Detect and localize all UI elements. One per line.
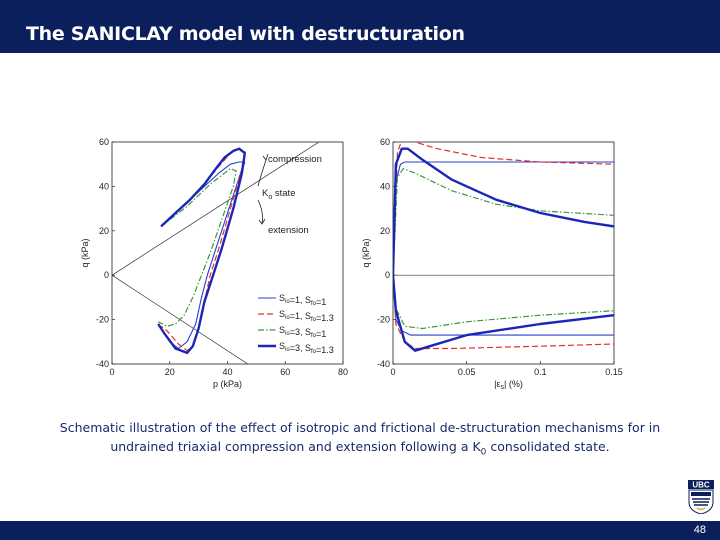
legend-label: Sio=3, Sfo=1	[279, 325, 326, 339]
y-tick-label: 60	[99, 137, 109, 147]
legend-label: Sio=1, Sfo=1	[279, 293, 326, 307]
caption-line-2-sub: 0	[480, 447, 487, 458]
annotation-extension: extension	[268, 225, 309, 236]
annotation-compression: compression	[268, 154, 322, 165]
caption-line-1: Schematic illustration of the effect of …	[59, 420, 661, 435]
plot-area	[393, 142, 614, 352]
y-tick-label: 20	[99, 226, 109, 236]
series-line	[160, 161, 246, 350]
figure: 0 20 40 60 80 60 40 20 0 -20 -40 p (kPa) q (kPa) comp…	[80, 137, 623, 391]
arrow-compression	[257, 159, 267, 187]
y-tick-label: 40	[99, 181, 109, 191]
y-tick-label: -20	[96, 315, 109, 325]
caption-line-2: undrained triaxial compression and exten…	[20, 437, 700, 463]
x-tick-label: 0.05	[458, 367, 476, 377]
arrow-extension	[257, 199, 263, 225]
plot-frame	[392, 141, 615, 365]
x-tick-label: 0.1	[534, 367, 547, 377]
ubc-logo: UBC	[688, 480, 714, 514]
y-tick-label: 60	[380, 137, 390, 147]
x-axis-label: |εs| (%)	[494, 379, 523, 391]
plot-area	[112, 142, 320, 364]
reference-line	[112, 142, 320, 276]
caption: Schematic illustration of the effect of …	[20, 418, 700, 463]
series-line	[393, 147, 614, 276]
caption-line-2-pre: undrained triaxial compression and exten…	[110, 439, 481, 454]
y-tick-label: 0	[385, 270, 390, 280]
y-tick-label: 40	[380, 181, 390, 191]
reference-line	[112, 274, 249, 364]
title-bar: The SANICLAY model with destructuration	[0, 5, 720, 53]
slide-title: The SANICLAY model with destructuration	[26, 23, 465, 45]
x-axis-label: p (kPa)	[213, 379, 242, 389]
annotation-k0-state: Ko state	[262, 188, 296, 201]
arrowhead-compression	[262, 153, 269, 161]
series-line	[393, 275, 614, 330]
chart-panel-2: 0 0.05 0.1 0.15 60 40 20 0 -20 -40 |εs| (%) q (kPa)	[361, 137, 623, 391]
logo-text: UBC	[692, 481, 710, 490]
arrowhead-extension	[258, 218, 266, 225]
y-axis-label: q (kPa)	[80, 238, 90, 267]
series-line	[157, 147, 246, 355]
x-tick-label: 60	[280, 367, 290, 377]
page-number: 48	[693, 524, 706, 536]
legend-label: Sio=1, Sfo=1.3	[279, 309, 334, 323]
series-line	[160, 148, 246, 352]
x-tick-label: 80	[338, 367, 348, 377]
series-line	[393, 142, 614, 276]
legend: Sio=1, Sfo=1 Sio=1, Sfo=1.3 Sio=3, Sfo=1 Si…	[254, 288, 342, 356]
y-tick-label: -20	[377, 315, 390, 325]
series-line	[393, 275, 614, 352]
x-tick-label: 0	[390, 367, 395, 377]
caption-line-2-post: consolidated state.	[486, 439, 610, 454]
y-tick-label: 20	[380, 226, 390, 236]
top-bar	[0, 0, 720, 5]
x-tick-label: 0.15	[605, 367, 623, 377]
legend-label: Sio=3, Sfo=1.3	[279, 341, 334, 355]
y-tick-label: 0	[104, 270, 109, 280]
x-tick-label: 20	[165, 367, 175, 377]
legend-box	[254, 288, 342, 356]
series-line	[157, 168, 237, 327]
y-tick-label: -40	[377, 359, 390, 369]
series-line	[393, 275, 614, 350]
y-tick-label: -40	[96, 359, 109, 369]
bottom-bar	[0, 521, 720, 540]
x-tick-label: 40	[222, 367, 232, 377]
chart-panel-1: 0 20 40 60 80 60 40 20 0 -20 -40 p (kPa) q (kPa) comp…	[80, 137, 348, 389]
x-tick-label: 0	[109, 367, 114, 377]
y-axis-label: q (kPa)	[361, 238, 371, 267]
